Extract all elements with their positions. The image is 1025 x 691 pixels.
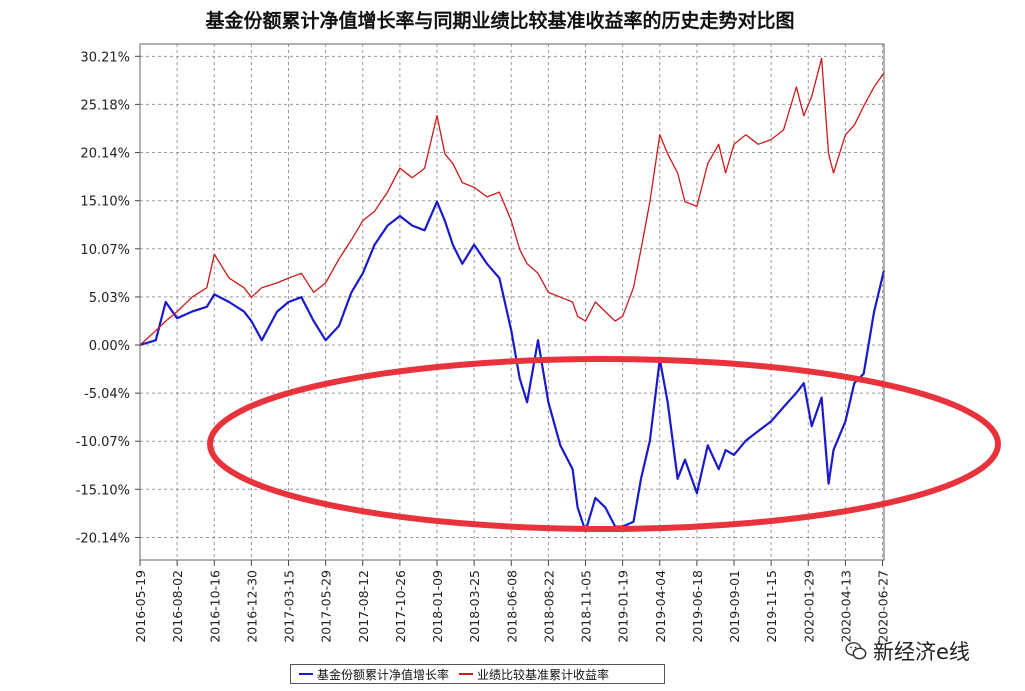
x-tick-label: 2016-08-02	[170, 570, 185, 643]
y-tick-labels: 30.21% 25.18% 20.14% 15.10% 10.07% 5.03% 0.00%…	[76, 50, 140, 546]
y-tick-label: -10.07%	[76, 435, 130, 450]
y-tick-label: 5.03%	[89, 291, 130, 306]
x-tick-label: 2019-09-01	[727, 570, 742, 643]
y-tick-label: 15.10%	[80, 195, 130, 210]
y-tick-label: 10.07%	[80, 243, 130, 258]
x-tick-label: 2019-01-19	[616, 570, 631, 643]
legend-label-benchmark: 业绩比较基准累计收益率	[477, 667, 610, 682]
y-tick-label: 25.18%	[80, 98, 130, 113]
x-tick-label: 2016-10-16	[207, 570, 222, 643]
x-tick-label: 2020-06-27	[876, 570, 891, 643]
watermark: 新经济e线	[845, 636, 970, 666]
x-tick-label: 2019-04-04	[653, 570, 668, 643]
x-tick-label: 2018-01-09	[430, 570, 445, 643]
x-tick-label: 2018-03-25	[467, 570, 482, 643]
series-layer	[139, 57, 886, 533]
grid-layer	[139, 44, 884, 560]
series-line-fund	[139, 200, 886, 533]
y-tick-label: 30.21%	[80, 50, 130, 65]
series-line-benchmark	[139, 57, 885, 346]
y-tick-label: -20.14%	[76, 531, 130, 546]
x-tick-label: 2020-04-13	[838, 570, 853, 643]
legend-swatch-fund	[299, 673, 313, 675]
highlight-ellipse	[207, 356, 1001, 532]
x-tick-label: 2019-11-15	[764, 570, 779, 643]
x-tick-label: 2017-10-26	[393, 570, 408, 643]
watermark-text: 新经济e线	[873, 640, 970, 664]
x-tick-label: 2016-12-30	[244, 570, 259, 643]
x-tick-labels: 2016-05-19 2016-08-02 2016-10-16 2016-12-30…	[133, 560, 891, 643]
plot-frame	[139, 43, 885, 561]
x-tick-label: 2019-06-18	[690, 570, 705, 643]
x-tick-label: 2018-06-08	[504, 570, 519, 643]
legend-item-benchmark: 业绩比较基准累计收益率	[459, 666, 609, 683]
chart-title: 基金份额累计净值增长率与同期业绩比较基准收益率的历史走势对比图	[205, 10, 795, 32]
y-tick-label: -15.10%	[76, 483, 130, 498]
x-tick-label: 2017-05-29	[319, 570, 334, 643]
x-tick-label: 2017-08-12	[356, 570, 371, 643]
x-tick-label: 2020-01-29	[801, 570, 816, 643]
legend-swatch-benchmark	[459, 673, 474, 675]
legend-item-fund: 基金份额累计净值增长率	[299, 666, 449, 683]
y-tick-label: -5.04%	[84, 387, 130, 402]
y-tick-label: 0.00%	[89, 339, 130, 354]
legend: 基金份额累计净值增长率 业绩比较基准累计收益率	[290, 664, 665, 684]
y-tick-label: 20.14%	[80, 147, 130, 162]
x-tick-label: 2016-05-19	[133, 570, 148, 643]
x-tick-label: 2017-03-15	[282, 570, 297, 643]
x-tick-label: 2018-08-22	[541, 570, 556, 643]
x-tick-label: 2018-11-05	[579, 570, 594, 643]
wechat-icon	[845, 642, 867, 660]
legend-label-fund: 基金份额累计净值增长率	[317, 667, 450, 682]
